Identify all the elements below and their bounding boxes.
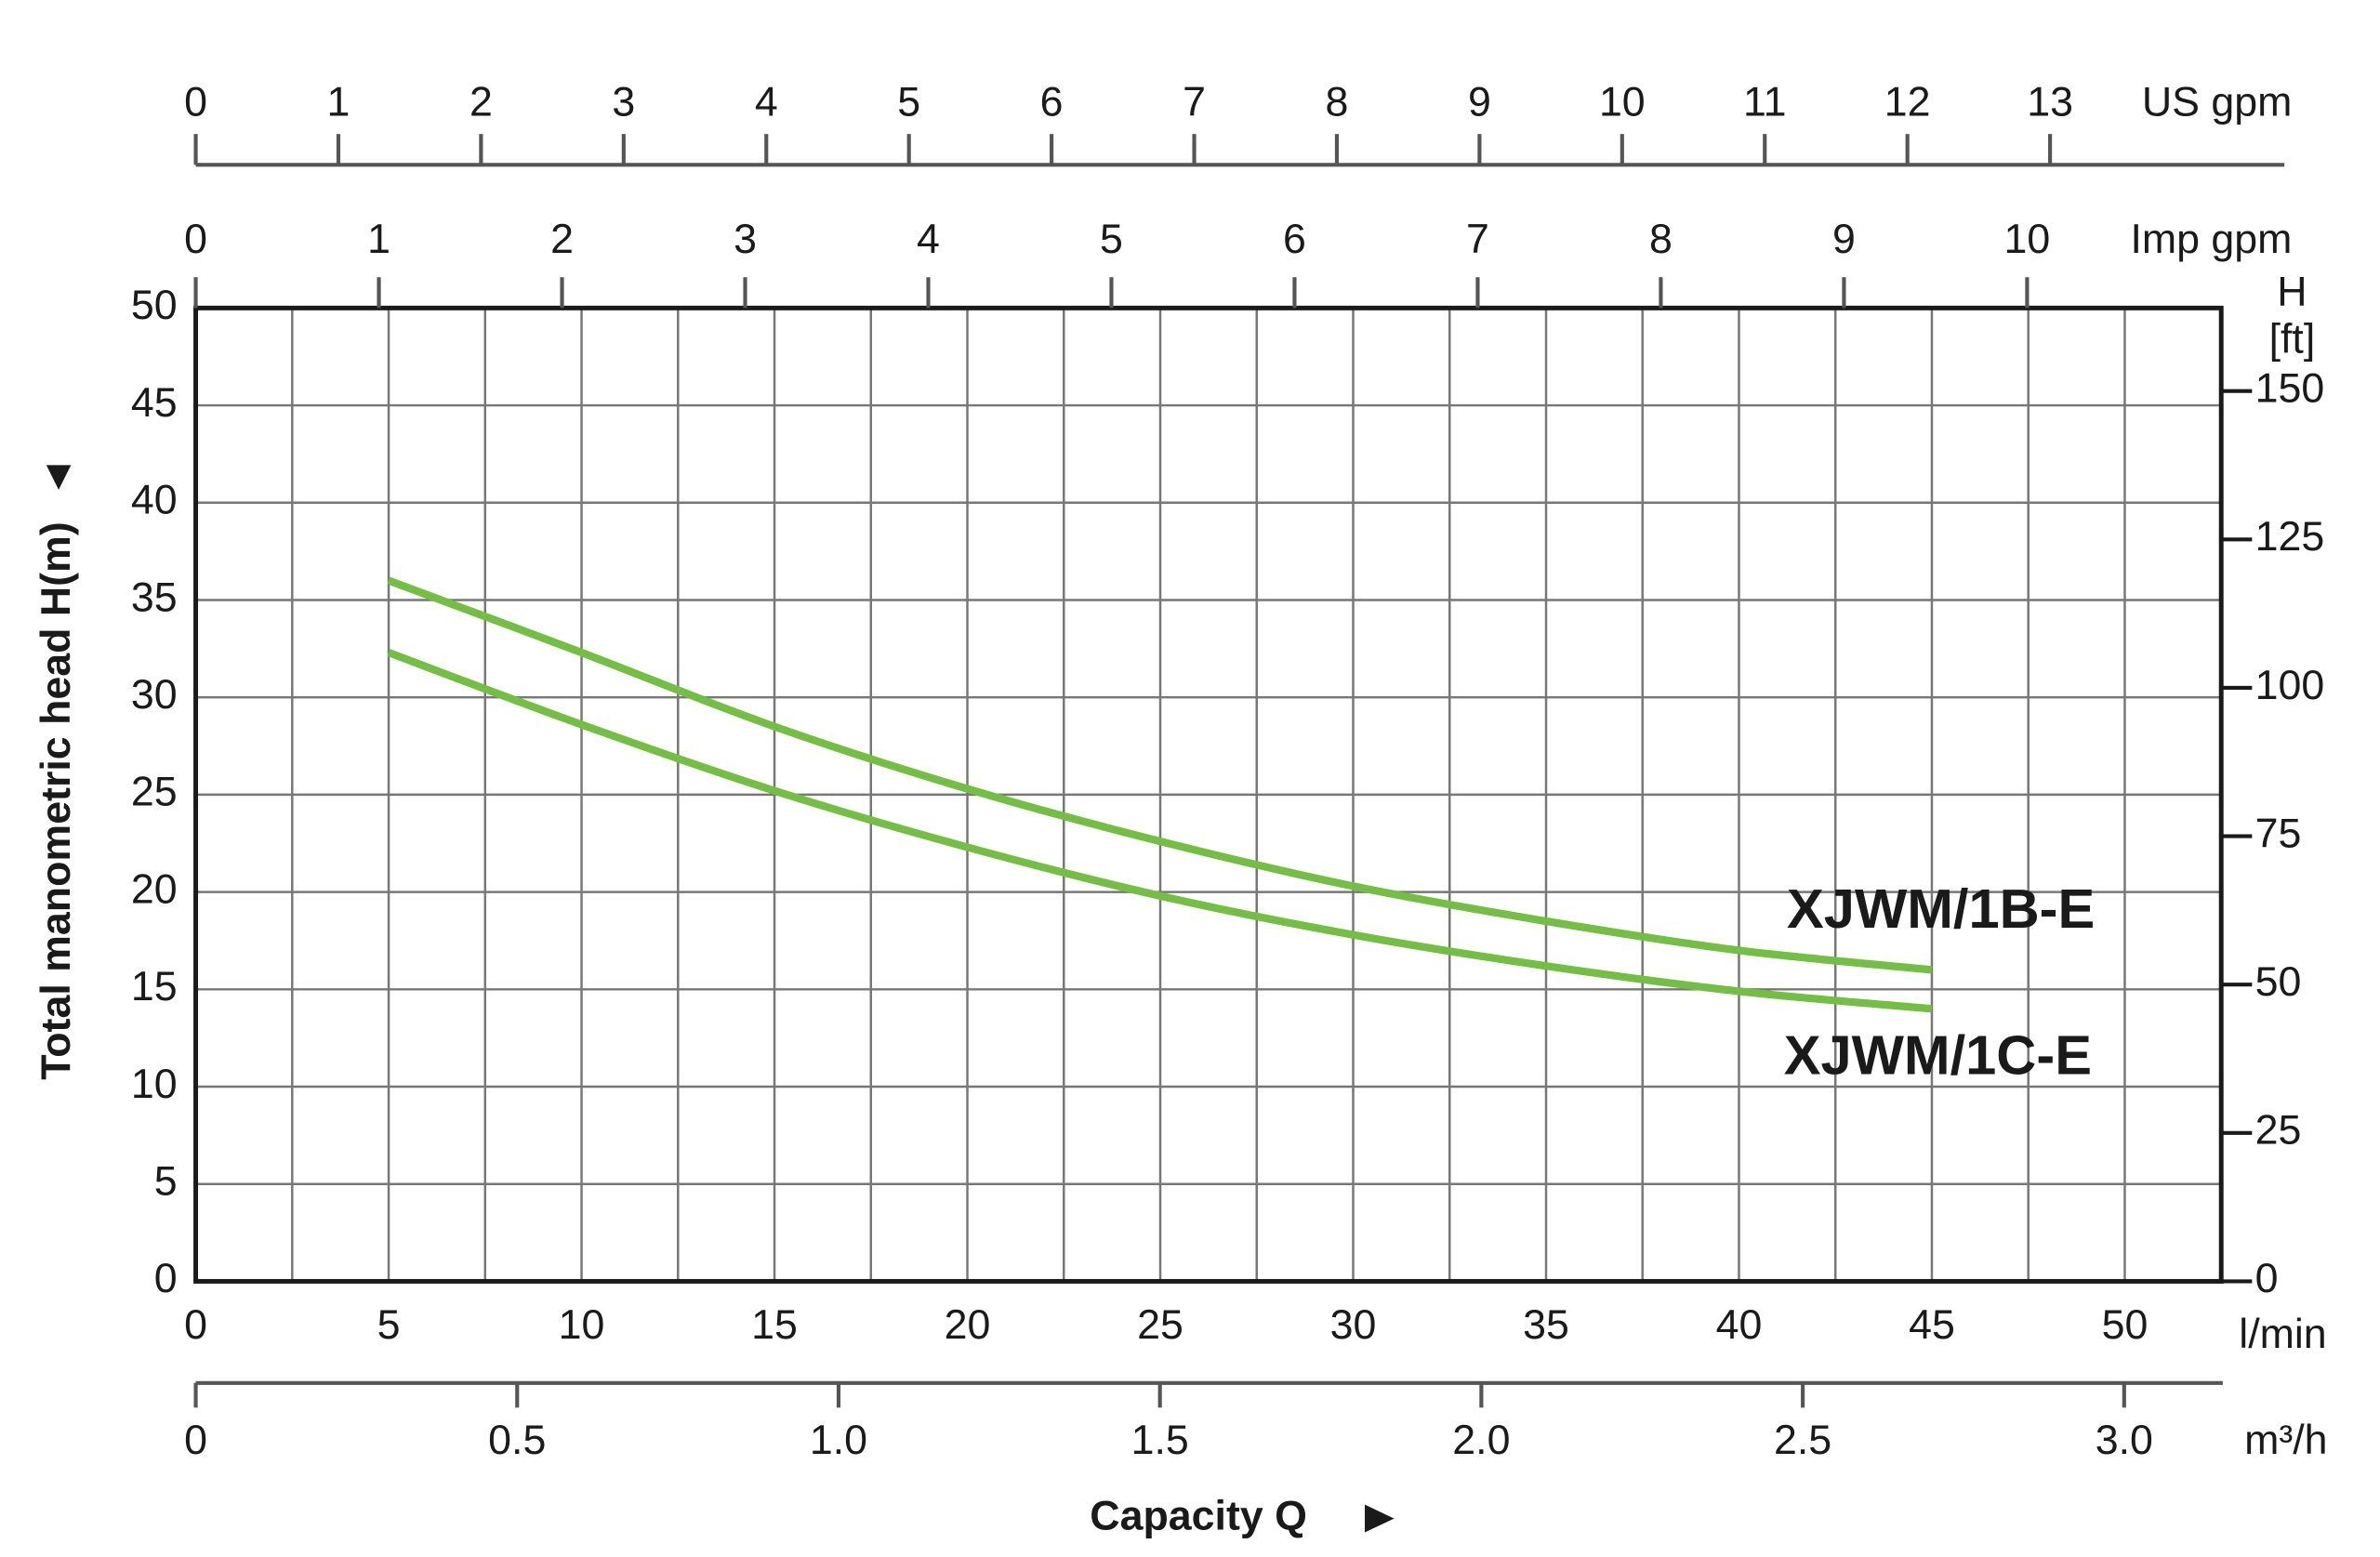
x-arrow [1365, 1504, 1395, 1533]
y2-axis-label: H [2277, 269, 2307, 314]
y-tick-label: 5 [154, 1159, 178, 1205]
y-tick-label: 40 [131, 478, 178, 523]
x-tick-label: 10 [559, 1302, 605, 1348]
top-axis-tick-label: 7 [1466, 217, 1489, 262]
y2-tick-label: 50 [2255, 959, 2302, 1005]
bottom-axis-tick-label: 0.5 [488, 1418, 546, 1463]
series-label: XJWM/1C-E [1784, 1024, 2092, 1087]
bottom-axis-tick-label: 3.0 [2096, 1418, 2153, 1463]
bottom-axis-tick-label: 2.0 [1452, 1418, 1510, 1463]
top-axis-tick-label: 8 [1649, 217, 1673, 262]
top-axis-tick-label: 10 [1599, 79, 1646, 125]
x-tick-label: 0 [184, 1302, 207, 1348]
bottom-axis-tick-label: 0 [184, 1418, 207, 1463]
y2-tick-label: 0 [2255, 1256, 2279, 1301]
top-axis-tick-label: 3 [612, 79, 635, 125]
plot-frame [193, 305, 2224, 1284]
x-axis-label: Capacity Q [1090, 1493, 1307, 1538]
y-tick-label: 45 [131, 380, 178, 426]
x-tick-label: 15 [751, 1302, 798, 1348]
x-tick-label: 25 [1137, 1302, 1183, 1348]
top-axis-tick-label: 5 [1100, 217, 1123, 262]
top-axis-tick-label: 9 [1832, 217, 1856, 262]
x-tick-label: 35 [1523, 1302, 1569, 1348]
top-axis-tick-label: 8 [1326, 79, 1349, 125]
y-tick-label: 35 [131, 574, 178, 620]
top-axis-tick-label: 10 [2004, 217, 2051, 262]
top-axis-unit: US gpm [2142, 79, 2293, 125]
bottom-axis-tick-label: 2.5 [1774, 1418, 1831, 1463]
top-axis-tick-label: 6 [1283, 217, 1306, 262]
y-tick-label: 10 [131, 1062, 178, 1107]
top-axis-tick-label: 0 [184, 79, 207, 125]
top-axis-tick-label: 2 [469, 79, 493, 125]
bottom-axis-tick-label: 1.5 [1131, 1418, 1189, 1463]
top-axis-tick-label: 11 [1743, 79, 1786, 125]
y2-tick-label: 75 [2255, 811, 2302, 856]
bottom-axis-tick-label: 1.0 [810, 1418, 867, 1463]
top-axis-tick-label: 9 [1468, 79, 1491, 125]
top-axis-tick-label: 6 [1040, 79, 1064, 125]
y-arrow [46, 465, 72, 490]
curve [387, 576, 1933, 974]
x-tick-label: 50 [2102, 1302, 2149, 1348]
y-tick-label: 0 [154, 1256, 178, 1301]
y-tick-label: 50 [131, 283, 178, 328]
top-axis-tick-label: 1 [327, 79, 350, 125]
top-axis-tick-label: 13 [2027, 79, 2073, 125]
top-axis-unit: Imp gpm [2130, 217, 2292, 262]
curve [387, 649, 1933, 1013]
y2-axis-label: [ft] [2269, 317, 2316, 363]
x-unit: l/min [2239, 1312, 2326, 1357]
x-tick-label: 45 [1909, 1302, 1955, 1348]
y2-tick-label: 25 [2255, 1108, 2302, 1154]
y2-tick-label: 125 [2255, 514, 2325, 560]
y-tick-label: 30 [131, 672, 178, 718]
top-axis-tick-label: 1 [367, 217, 390, 262]
y2-tick-label: 100 [2255, 663, 2325, 708]
y2-tick-label: 150 [2255, 366, 2325, 412]
top-axis-tick-label: 2 [550, 217, 574, 262]
top-axis-tick-label: 5 [897, 79, 920, 125]
x-tick-label: 30 [1330, 1302, 1377, 1348]
y-tick-label: 20 [131, 866, 178, 912]
y-tick-label: 15 [131, 964, 178, 1009]
top-axis-tick-label: 0 [184, 217, 207, 262]
x-tick-label: 20 [945, 1302, 991, 1348]
x-tick-label: 5 [377, 1302, 401, 1348]
top-axis-tick-label: 12 [1884, 79, 1931, 125]
top-axis-tick-label: 7 [1183, 79, 1206, 125]
y-tick-label: 25 [131, 770, 178, 815]
top-axis-tick-label: 4 [917, 217, 940, 262]
top-axis-tick-label: 3 [734, 217, 757, 262]
bottom-axis-unit: m³/h [2244, 1418, 2327, 1463]
top-axis-tick-label: 4 [755, 79, 778, 125]
series-label: XJWM/1B-E [1787, 877, 2095, 940]
x-tick-label: 40 [1716, 1302, 1763, 1348]
y-axis-label: Total manometric head H(m) [33, 521, 79, 1079]
